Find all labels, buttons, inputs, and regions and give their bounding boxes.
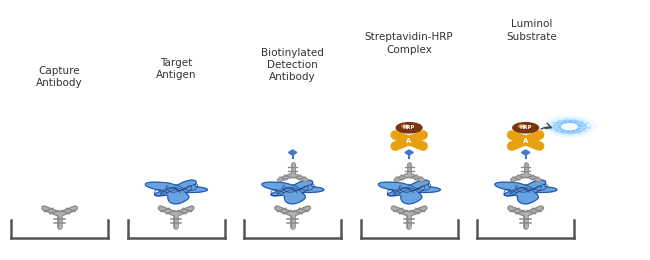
- Polygon shape: [146, 180, 207, 204]
- Text: HRP: HRP: [403, 125, 415, 130]
- Circle shape: [559, 122, 580, 131]
- Polygon shape: [378, 180, 440, 204]
- Text: A: A: [523, 138, 528, 144]
- Circle shape: [548, 118, 592, 135]
- Polygon shape: [289, 150, 297, 155]
- Text: Luminol
Substrate: Luminol Substrate: [507, 20, 558, 42]
- Text: A: A: [406, 138, 412, 144]
- Circle shape: [402, 125, 408, 127]
- Polygon shape: [405, 150, 413, 155]
- Polygon shape: [262, 180, 324, 204]
- Circle shape: [562, 124, 577, 130]
- Circle shape: [553, 120, 586, 133]
- Text: Biotinylated
Detection
Antibody: Biotinylated Detection Antibody: [261, 48, 324, 82]
- Text: HRP: HRP: [519, 125, 532, 130]
- Text: Streptavidin-HRP
Complex: Streptavidin-HRP Complex: [365, 32, 454, 55]
- Circle shape: [543, 116, 596, 137]
- Polygon shape: [521, 150, 530, 155]
- Text: Target
Antigen: Target Antigen: [156, 58, 196, 80]
- Circle shape: [519, 125, 525, 127]
- Circle shape: [396, 123, 422, 133]
- Circle shape: [513, 123, 538, 133]
- Polygon shape: [495, 180, 557, 204]
- Text: Capture
Antibody: Capture Antibody: [36, 66, 83, 88]
